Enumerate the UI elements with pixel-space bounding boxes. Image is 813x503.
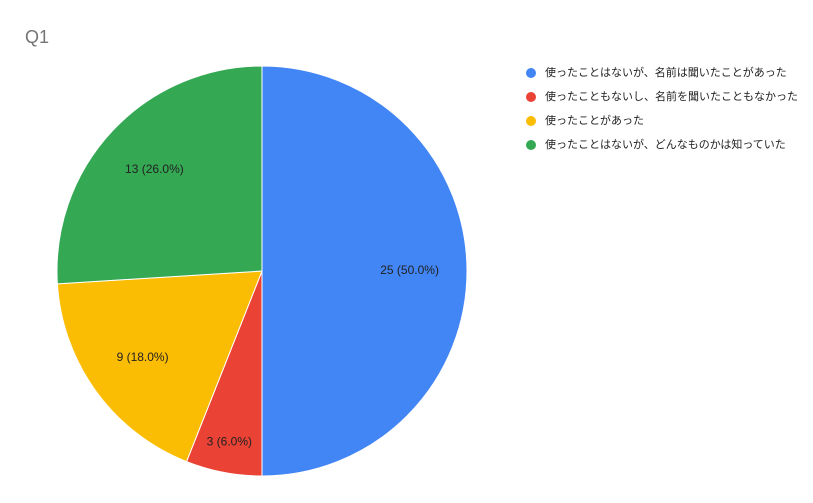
pie-slice — [56, 270, 263, 463]
legend-marker — [526, 140, 536, 150]
slice-label: 3 (6.0%) — [207, 434, 252, 448]
legend-marker — [526, 116, 536, 126]
slice-label: 9 (18.0%) — [117, 350, 169, 364]
pie-slice — [56, 65, 263, 285]
legend-label: 使ったことはないが、名前は聞いたことがあった — [545, 65, 787, 79]
legend-label: 使ったこともないし、名前を聞いたこともなかった — [545, 89, 798, 103]
pie-slice — [261, 65, 468, 477]
legend-marker — [526, 92, 536, 102]
slice-label: 13 (26.0%) — [125, 162, 184, 176]
legend-label: 使ったことがあった — [545, 113, 644, 127]
slice-label: 25 (50.0%) — [380, 263, 439, 277]
legend-marker — [526, 68, 536, 78]
chart-title: Q1 — [25, 27, 49, 47]
legend-label: 使ったことはないが、どんなものかは知っていた — [545, 137, 786, 151]
